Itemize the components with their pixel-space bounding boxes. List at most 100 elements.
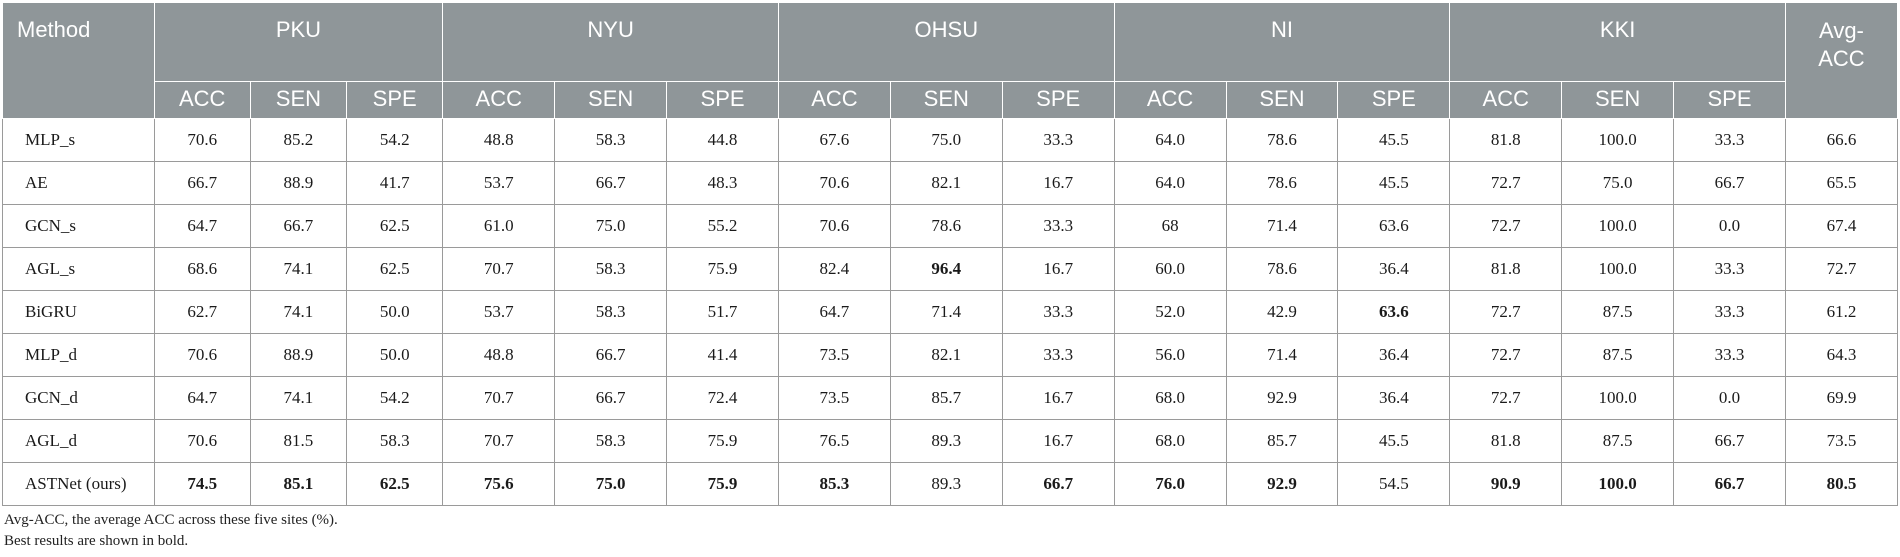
value-cell: 87.5 [1561, 333, 1675, 377]
avg-acc-cell: 61.2 [1784, 290, 1899, 334]
value-cell: 85.7 [889, 376, 1003, 420]
value-cell: 70.6 [777, 204, 891, 248]
value-cell: 64.0 [1113, 118, 1227, 162]
method-cell: MLP_d [2, 333, 155, 377]
value-cell: 70.7 [442, 247, 556, 291]
value-cell: 41.7 [346, 161, 444, 205]
value-cell: 88.9 [249, 333, 348, 377]
value-cell: 71.4 [1225, 204, 1339, 248]
value-cell: 63.6 [1337, 204, 1451, 248]
table-row: BiGRU 62.7 74.1 50.0 53.7 58.3 51.7 64.7 71.4 33.… [2, 290, 1899, 334]
value-cell: 44.8 [666, 118, 779, 162]
value-cell: 82.1 [889, 161, 1003, 205]
value-cell: 74.5 [153, 462, 251, 506]
value-cell: 71.4 [889, 290, 1003, 334]
header-row-metrics: ACC SEN SPE ACC SEN SPE ACC SEN SPE ACC SEN SPE ACC S… [3, 81, 1898, 119]
value-cell: 33.3 [1001, 118, 1115, 162]
metric-header-ohsu-spe: SPE [1001, 81, 1115, 119]
value-cell: 68 [1113, 204, 1227, 248]
method-cell: AGL_d [2, 419, 155, 463]
value-cell: 48.8 [442, 118, 556, 162]
value-cell: 75.0 [1561, 161, 1675, 205]
value-cell: 61.0 [442, 204, 556, 248]
value-cell: 54.2 [346, 118, 444, 162]
value-cell: 78.6 [1225, 247, 1339, 291]
avg-acc-cell: 65.5 [1784, 161, 1899, 205]
value-cell: 33.3 [1673, 290, 1786, 334]
value-cell: 75.0 [554, 204, 668, 248]
value-cell: 70.7 [442, 376, 556, 420]
value-cell: 100.0 [1561, 376, 1675, 420]
value-cell: 50.0 [346, 333, 444, 377]
value-cell: 62.7 [153, 290, 251, 334]
value-cell: 16.7 [1001, 419, 1115, 463]
value-cell: 64.7 [153, 376, 251, 420]
value-cell: 41.4 [666, 333, 779, 377]
value-cell: 68.0 [1113, 376, 1227, 420]
results-table: Method PKU NYU OHSU NI KKI Avg- ACC ACC SE… [2, 2, 1899, 506]
method-cell: MLP_s [2, 118, 155, 162]
value-cell: 36.4 [1337, 333, 1451, 377]
metric-header-ohsu-sen: SEN [889, 81, 1003, 119]
value-cell: 33.3 [1001, 290, 1115, 334]
value-cell: 62.5 [346, 462, 444, 506]
value-cell: 82.1 [889, 333, 1003, 377]
method-header: Method [2, 2, 155, 119]
site-header-nyu: NYU [442, 2, 779, 82]
footnote-avg-acc: Avg-ACC, the average ACC across these fi… [4, 512, 338, 528]
metric-header-nyu-acc: ACC [442, 81, 556, 119]
value-cell: 33.3 [1673, 118, 1786, 162]
method-cell: AGL_s [2, 247, 155, 291]
header-row-sites: Method PKU NYU OHSU NI KKI Avg- ACC [2, 2, 1899, 119]
value-cell: 74.1 [249, 376, 348, 420]
metric-header-ohsu-acc: ACC [777, 81, 891, 119]
value-cell: 75.0 [889, 118, 1003, 162]
site-header-ohsu: OHSU [777, 2, 1115, 82]
results-table-body: MLP_s 70.6 85.2 54.2 48.8 58.3 44.8 67.6 75.0 33.… [2, 118, 1899, 506]
value-cell: 64.7 [153, 204, 251, 248]
value-cell: 55.2 [666, 204, 779, 248]
value-cell: 62.5 [346, 204, 444, 248]
metric-header-ni-sen: SEN [1225, 81, 1339, 119]
value-cell: 36.4 [1337, 376, 1451, 420]
value-cell: 66.7 [554, 376, 668, 420]
method-cell: GCN_d [2, 376, 155, 420]
value-cell: 16.7 [1001, 247, 1115, 291]
footnote-bold: Best results are shown in bold. [4, 533, 189, 549]
method-cell: ASTNet (ours) [2, 462, 155, 506]
value-cell: 81.8 [1449, 247, 1563, 291]
value-cell: 58.3 [554, 290, 668, 334]
value-cell: 81.5 [249, 419, 348, 463]
value-cell: 66.7 [1673, 462, 1786, 506]
value-cell: 82.4 [777, 247, 891, 291]
value-cell: 53.7 [442, 290, 556, 334]
table-row: ASTNet (ours) 74.5 85.1 62.5 75.6 75.0 75.9 85.… [2, 462, 1899, 506]
value-cell: 71.4 [1225, 333, 1339, 377]
value-cell: 66.7 [249, 204, 348, 248]
results-table-container: Method PKU NYU OHSU NI KKI Avg- ACC ACC SE… [2, 2, 1899, 506]
table-row: MLP_d 70.6 88.9 50.0 48.8 66.7 41.4 73.5 82.1 33.… [2, 333, 1899, 377]
value-cell: 74.1 [249, 290, 348, 334]
value-cell: 100.0 [1561, 204, 1675, 248]
value-cell: 54.5 [1337, 462, 1451, 506]
avg-acc-header-line1: Avg- [1819, 18, 1864, 43]
metric-header-kki-acc: ACC [1449, 81, 1563, 119]
value-cell: 81.8 [1449, 118, 1563, 162]
value-cell: 85.3 [777, 462, 891, 506]
value-cell: 75.9 [666, 462, 779, 506]
site-header-ni: NI [1113, 2, 1451, 82]
value-cell: 74.1 [249, 247, 348, 291]
value-cell: 85.2 [249, 118, 348, 162]
value-cell: 70.6 [153, 118, 251, 162]
value-cell: 72.7 [1449, 290, 1563, 334]
avg-acc-header: Avg- ACC [1784, 2, 1899, 119]
value-cell: 67.6 [777, 118, 891, 162]
value-cell: 0.0 [1673, 204, 1786, 248]
value-cell: 92.9 [1225, 376, 1339, 420]
metric-header-ni-acc: ACC [1113, 81, 1227, 119]
value-cell: 58.3 [554, 118, 668, 162]
value-cell: 51.7 [666, 290, 779, 334]
metric-header-pku-sen: SEN [249, 81, 348, 119]
value-cell: 72.7 [1449, 376, 1563, 420]
value-cell: 75.0 [554, 462, 668, 506]
